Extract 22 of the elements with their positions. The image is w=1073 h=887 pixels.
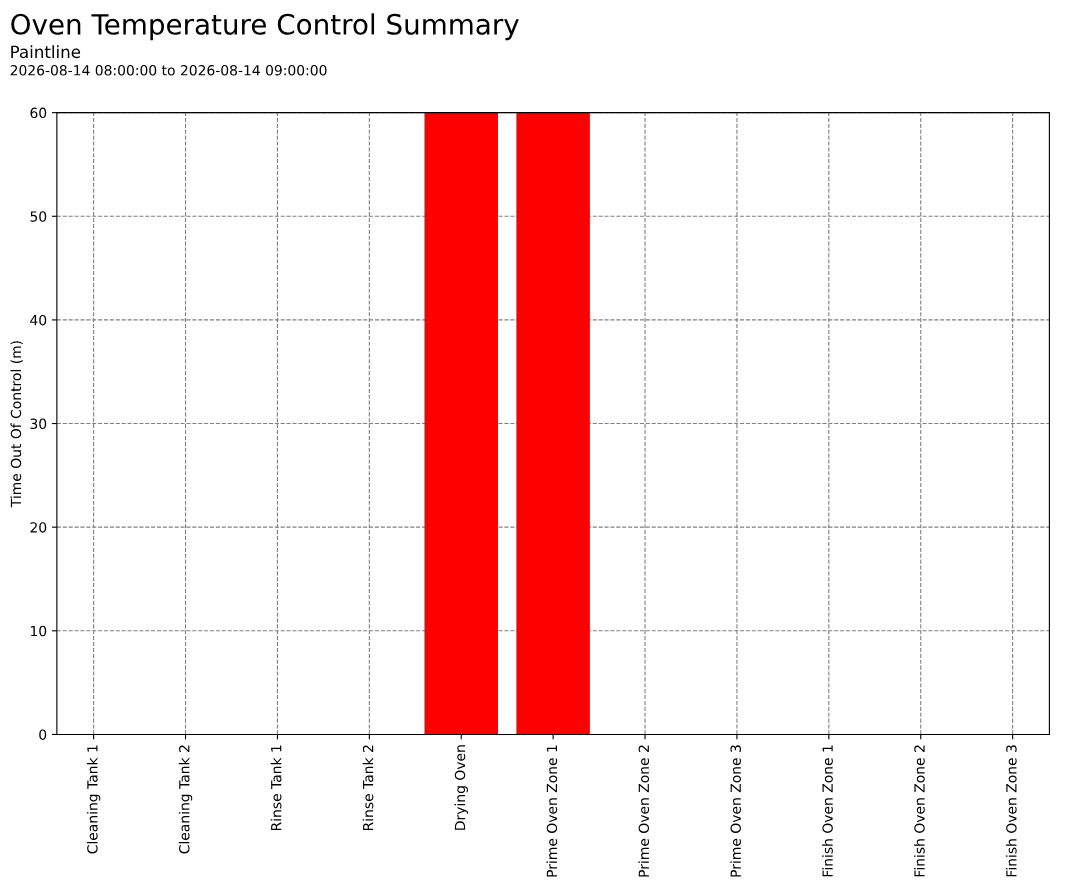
- x-tick-label: Finish Oven Zone 2: [914, 745, 925, 877]
- chart-title: Oven Temperature Control Summary: [11, 13, 519, 41]
- y-tick-label: 20: [30, 522, 47, 533]
- x-tick-label: Cleaning Tank 1: [86, 745, 101, 854]
- x-tick-label: Rinse Tank 2: [362, 745, 374, 831]
- y-tick-label: 40: [30, 314, 47, 326]
- text: 2026-08-14 08:00:00 to 2026-08-14 09:00:00: [10, 65, 327, 76]
- x-tick-label: Finish Oven Zone 3: [1005, 745, 1017, 877]
- x-tick-label: Rinse Tank 1: [270, 745, 282, 831]
- x-tick-label: Cleaning Tank 2: [178, 745, 193, 854]
- y-tick-label: 10: [31, 625, 47, 637]
- x-tick-label: Prime Oven Zone 2: [638, 745, 650, 877]
- y-tick-label: 50: [30, 211, 47, 222]
- y-tick-label: 0: [39, 729, 47, 740]
- chart-subtitle: Paintline: [11, 45, 81, 59]
- y-axis-title: Time Out Of Control (m): [10, 341, 23, 508]
- x-tick-label: Prime Oven Zone 3: [730, 745, 741, 877]
- y-tick-label: 60: [30, 107, 47, 119]
- x-tick-label: Prime Oven Zone 1: [546, 745, 558, 877]
- x-tick-label: Drying Oven: [454, 745, 468, 830]
- x-tick-label: Finish Oven Zone 1: [822, 745, 833, 877]
- y-tick-label: 30: [30, 418, 47, 430]
